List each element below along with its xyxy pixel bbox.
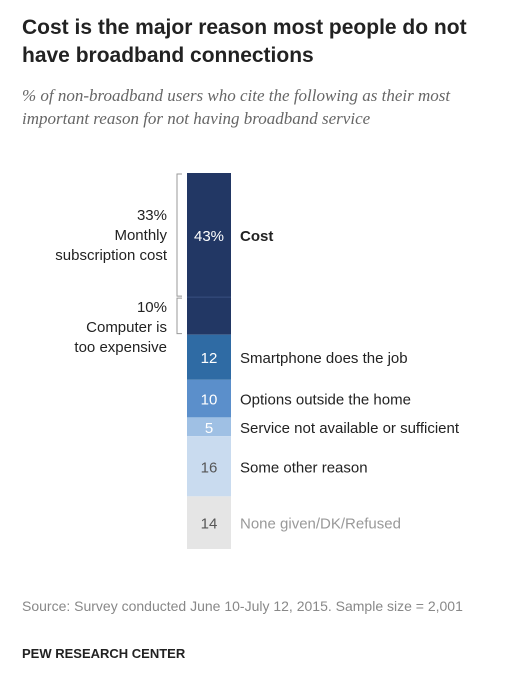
value-label: 14 <box>201 516 218 533</box>
bar-segment-service-not-available-or-sufficient <box>187 417 231 437</box>
value-label: 5 <box>205 420 213 437</box>
cost-breakdown-label: subscription cost <box>55 247 168 264</box>
value-label: 16 <box>201 459 218 476</box>
chart-title: Cost is the major reason most people do … <box>22 16 467 67</box>
chart-subtitle: % of non-broadband users who cite the fo… <box>22 86 451 128</box>
category-label: Service not available or sufficient <box>240 420 460 437</box>
cost-breakdown-label: Monthly <box>114 227 167 244</box>
cost-breakdown-label: too expensive <box>74 339 167 356</box>
source-note: Source: Survey conducted June 10-July 12… <box>22 598 463 614</box>
category-label: Smartphone does the job <box>240 350 408 367</box>
category-label: None given/DK/Refused <box>240 516 401 533</box>
bar-segment-options-outside-the-home <box>187 379 231 418</box>
cost-breakdown-label: 33% <box>137 207 167 224</box>
org-credit: PEW RESEARCH CENTER <box>22 646 186 661</box>
bar-segment-cost <box>187 173 231 335</box>
value-label: 43% <box>194 228 224 245</box>
category-label: Cost <box>240 228 273 245</box>
category-label: Options outside the home <box>240 392 411 409</box>
bar-segment-none-given-dk-refused <box>187 496 231 549</box>
bar-segment-some-other-reason <box>187 436 231 497</box>
cost-breakdown-label: 10% <box>137 299 167 316</box>
category-label: Some other reason <box>240 459 368 476</box>
cost-breakdown-label: Computer is <box>86 319 167 336</box>
cost-breakdown-bracket <box>176 173 182 297</box>
value-label: 12 <box>201 350 218 367</box>
stacked-bar-chart: 43% Cost 12 Smartphone does the job 10 Option… <box>55 173 460 549</box>
value-label: 10 <box>201 392 218 409</box>
cost-breakdown-bracket <box>176 297 182 335</box>
bar-segment-smartphone-does-the-job <box>187 334 231 380</box>
